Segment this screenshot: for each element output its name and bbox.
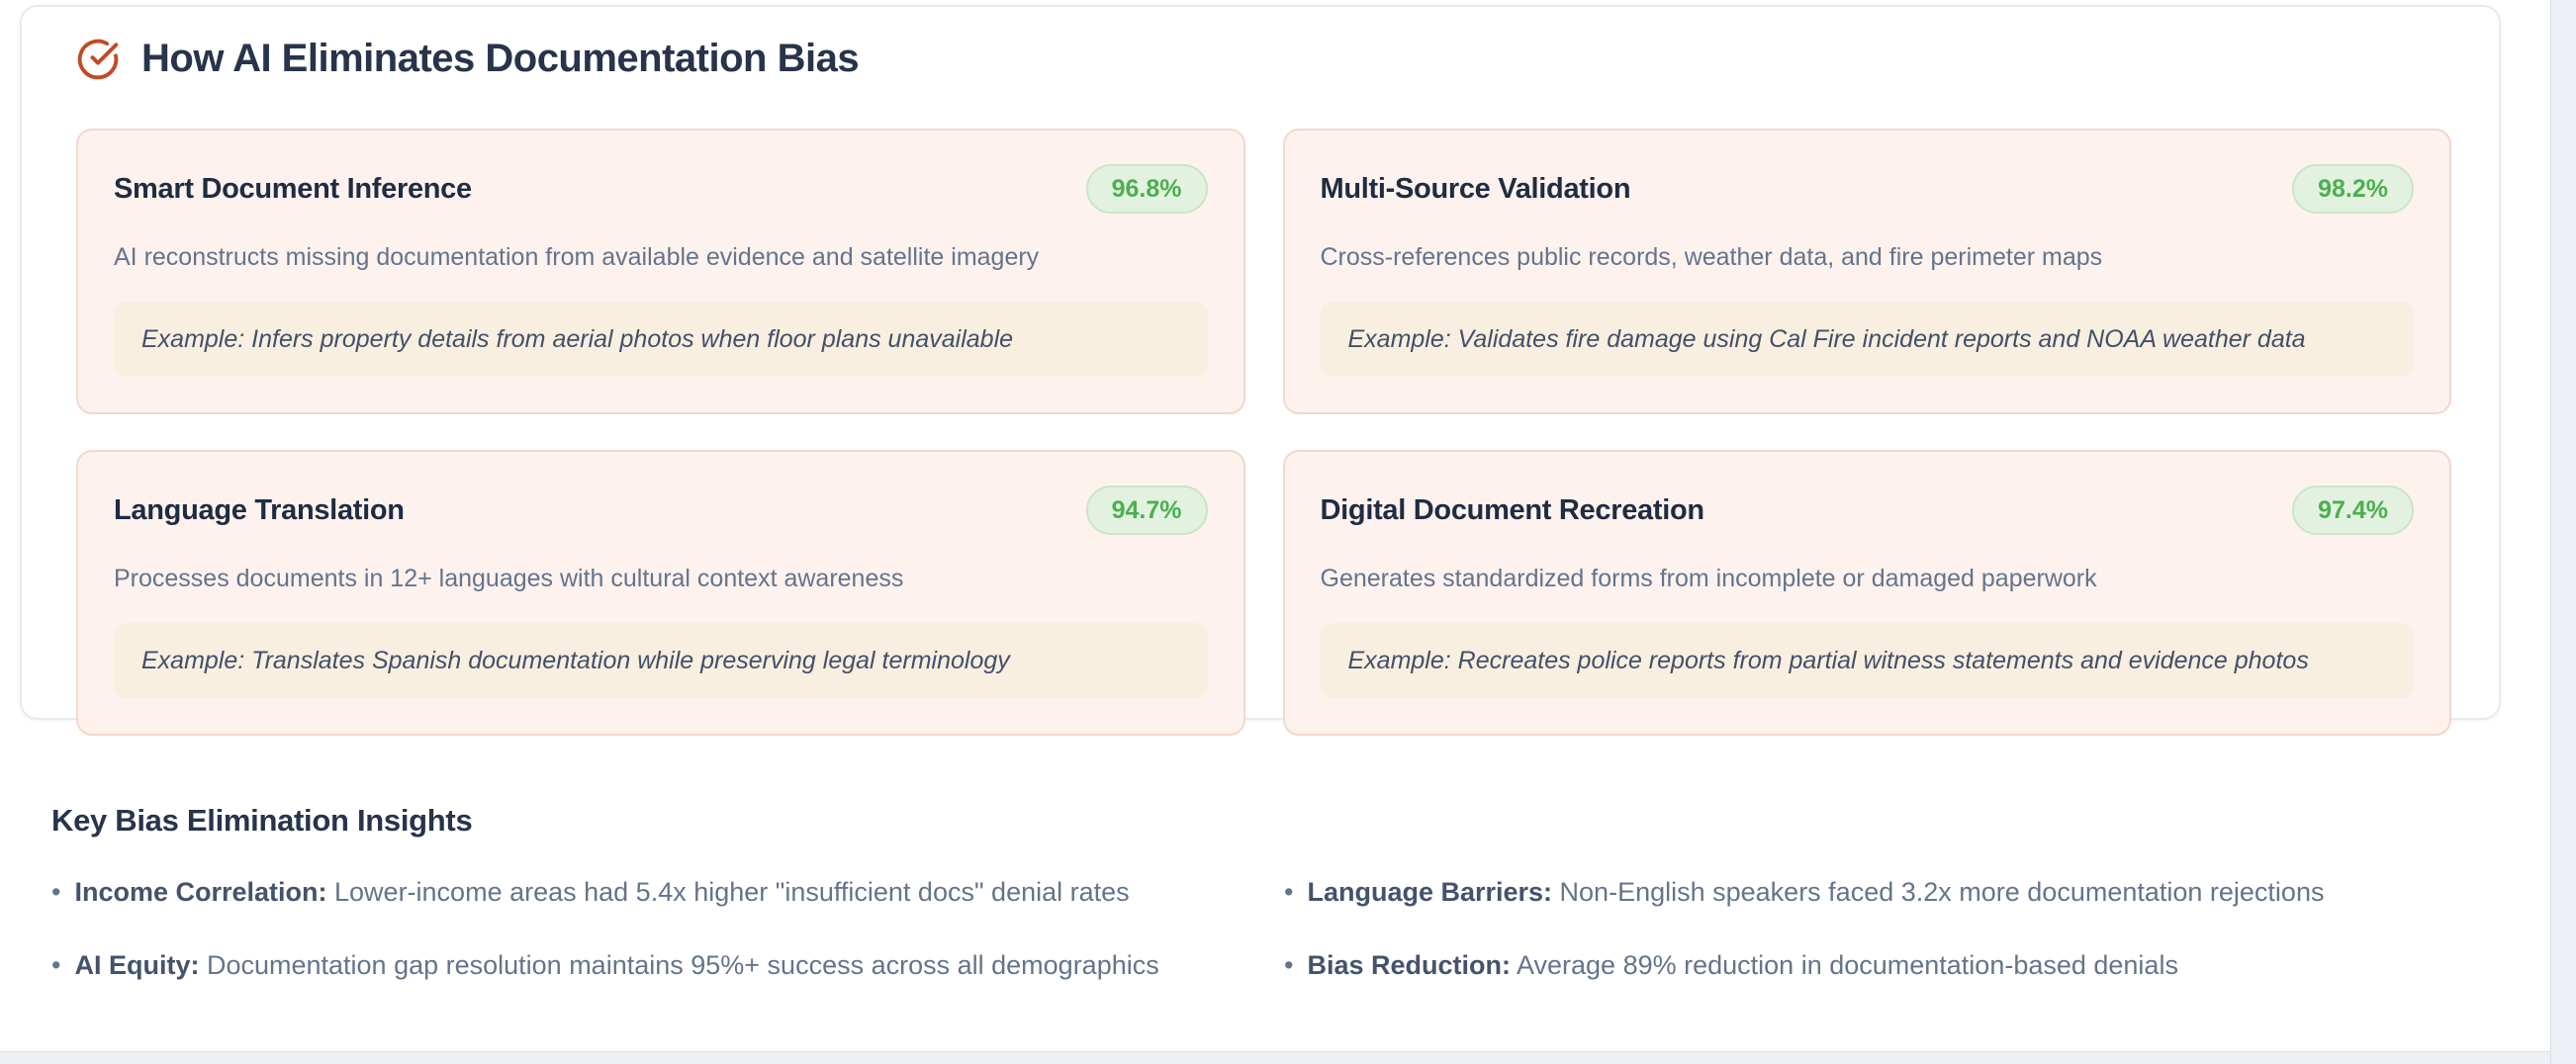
card-description: Cross-references public records, weather…	[1320, 243, 2103, 271]
card-header: Digital Document Recreation 97.4%	[1320, 486, 2414, 535]
card-example-text: Example: Validates fire damage using Cal…	[1347, 324, 2306, 353]
card-description: Processes documents in 12+ languages wit…	[114, 565, 904, 592]
card-language-translation: Language Translation 94.7% Processes doc…	[76, 450, 1245, 736]
card-example-box: Example: Validates fire damage using Cal…	[1320, 301, 2414, 377]
insight-income-correlation: • Income Correlation: Lower-income areas…	[51, 876, 1284, 910]
insight-language-barriers: • Language Barriers: Non-English speaker…	[1284, 876, 2517, 910]
capability-cards-grid: Smart Document Inference 96.8% AI recons…	[76, 129, 2451, 736]
card-digital-document-recreation: Digital Document Recreation 97.4% Genera…	[1282, 450, 2451, 736]
insights-section: Key Bias Elimination Insights • Income C…	[51, 803, 2517, 983]
check-circle-icon	[76, 38, 120, 81]
insight-text: Bias Reduction: Average 89% reduction in…	[1307, 949, 2178, 980]
documentation-bias-panel: How AI Eliminates Documentation Bias Sma…	[20, 5, 2501, 736]
page-background: How AI Eliminates Documentation Bias Sma…	[0, 0, 2550, 1051]
card-description: Generates standardized forms from incomp…	[1320, 565, 2097, 592]
page-gutter-right	[2550, 0, 2576, 1064]
page-gutter-bottom	[0, 1051, 2550, 1064]
card-header: Smart Document Inference 96.8%	[114, 164, 1208, 214]
card-title: Multi-Source Validation	[1320, 172, 1631, 205]
card-multi-source-validation: Multi-Source Validation 98.2% Cross-refe…	[1282, 129, 2451, 414]
bullet-icon: •	[51, 877, 61, 907]
card-header: Multi-Source Validation 98.2%	[1320, 164, 2414, 214]
card-title: Language Translation	[114, 493, 405, 526]
card-header: Language Translation 94.7%	[114, 486, 1208, 535]
insights-heading: Key Bias Elimination Insights	[51, 803, 473, 838]
card-example-text: Example: Translates Spanish documentatio…	[141, 646, 1010, 674]
accuracy-badge: 97.4%	[2292, 486, 2414, 535]
bullet-icon: •	[51, 949, 61, 980]
panel-title: How AI Eliminates Documentation Bias	[141, 37, 860, 80]
panel-header: How AI Eliminates Documentation Bias	[76, 37, 2451, 81]
card-example-box: Example: Recreates police reports from p…	[1320, 622, 2414, 698]
insight-text: Language Barriers: Non-English speakers …	[1307, 877, 2325, 907]
card-smart-document-inference: Smart Document Inference 96.8% AI recons…	[76, 129, 1245, 414]
insight-label: Language Barriers:	[1307, 877, 1553, 907]
card-title: Smart Document Inference	[114, 172, 472, 205]
accuracy-badge: 98.2%	[2292, 164, 2414, 214]
card-example-box: Example: Translates Spanish documentatio…	[114, 622, 1208, 698]
card-example-text: Example: Infers property details from ae…	[141, 324, 1014, 353]
insight-label: Bias Reduction:	[1307, 949, 1511, 980]
insight-ai-equity: • AI Equity: Documentation gap resolutio…	[51, 949, 1284, 983]
insight-label: Income Correlation:	[74, 877, 327, 907]
insight-text: Income Correlation: Lower-income areas h…	[74, 877, 1130, 907]
card-title: Digital Document Recreation	[1320, 493, 1705, 526]
accuracy-badge: 94.7%	[1085, 486, 1208, 535]
card-description: AI reconstructs missing documentation fr…	[114, 243, 1040, 271]
insights-grid: • Income Correlation: Lower-income areas…	[51, 876, 2517, 983]
bullet-icon: •	[1284, 949, 1294, 980]
accuracy-badge: 96.8%	[1085, 164, 1208, 214]
insight-label: AI Equity:	[74, 949, 200, 980]
insight-text: AI Equity: Documentation gap resolution …	[74, 949, 1159, 980]
insight-bias-reduction: • Bias Reduction: Average 89% reduction …	[1284, 949, 2517, 983]
card-example-text: Example: Recreates police reports from p…	[1347, 646, 2309, 674]
card-example-box: Example: Infers property details from ae…	[114, 301, 1208, 377]
bullet-icon: •	[1284, 877, 1294, 907]
